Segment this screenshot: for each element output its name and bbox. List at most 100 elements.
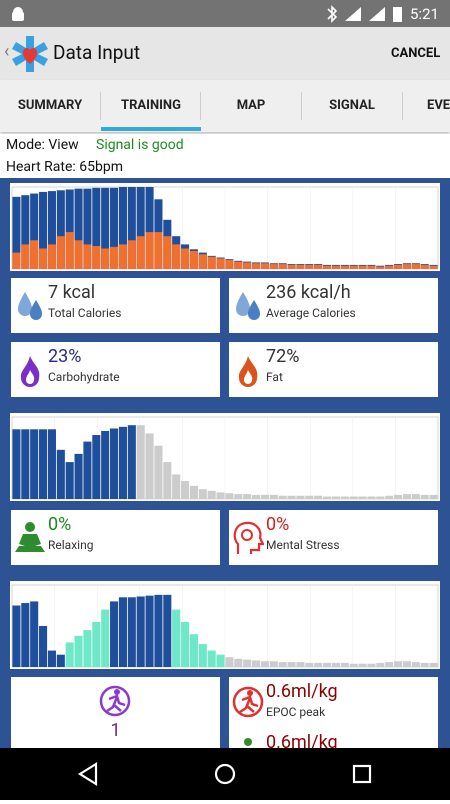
recents-button[interactable] <box>352 764 372 784</box>
bar <box>39 191 48 269</box>
bar <box>145 595 154 667</box>
bar <box>305 264 314 269</box>
bar <box>411 264 420 269</box>
bar <box>243 659 252 667</box>
back-arrow[interactable]: ‹ <box>4 41 10 62</box>
bar <box>83 188 92 269</box>
bar <box>287 264 296 269</box>
bar <box>56 449 65 499</box>
bar <box>429 662 438 667</box>
tab[interactable]: SUMMARY <box>17 98 83 113</box>
bar <box>56 236 65 269</box>
bar <box>367 663 376 667</box>
bar <box>331 265 340 269</box>
bar <box>30 193 39 269</box>
bar <box>21 195 30 269</box>
bar <box>39 248 48 269</box>
bar <box>394 494 403 499</box>
cancel-button[interactable]: CANCEL <box>391 46 441 61</box>
bar <box>65 232 74 269</box>
bar <box>358 265 367 269</box>
bar <box>92 187 101 269</box>
card-label: Mental Stress <box>266 538 340 552</box>
bar <box>429 494 438 499</box>
bar <box>74 188 83 269</box>
bar <box>12 196 21 269</box>
bar <box>145 232 154 269</box>
tab[interactable]: EVE <box>427 98 450 113</box>
bar <box>47 244 56 269</box>
bar <box>12 429 21 499</box>
bar <box>269 494 278 499</box>
tab[interactable]: TRAINING <box>121 98 181 113</box>
bar <box>269 264 278 269</box>
bar <box>278 662 287 667</box>
bar <box>83 244 92 269</box>
bar <box>243 494 252 499</box>
bar <box>127 187 136 269</box>
clock: 5:21 <box>410 5 439 23</box>
bar <box>181 480 190 499</box>
home-button[interactable] <box>214 763 236 785</box>
bar <box>367 265 376 269</box>
card: 236 kcal/h Average Calories <box>229 278 438 333</box>
card-value: 0.6ml/kg <box>266 732 338 748</box>
bar <box>349 496 358 499</box>
bar <box>260 661 269 667</box>
app-bar: ‹ Data Input CANCEL <box>0 27 450 80</box>
bar <box>305 495 314 499</box>
bar <box>331 496 340 499</box>
bar <box>118 426 127 499</box>
bar <box>216 654 225 667</box>
bar <box>154 445 163 499</box>
back-button[interactable] <box>77 762 98 786</box>
bar <box>207 256 216 269</box>
status-icons <box>327 5 402 23</box>
mode-text: Mode: View <box>6 137 79 153</box>
bar <box>136 236 145 269</box>
tab[interactable]: SIGNAL <box>329 98 375 113</box>
bar <box>83 441 92 499</box>
bar <box>234 494 243 499</box>
bar <box>83 630 92 667</box>
card-value: 7 kcal <box>48 282 96 303</box>
bar <box>12 252 21 269</box>
bar <box>385 495 394 499</box>
bar <box>278 495 287 499</box>
bar <box>296 264 305 269</box>
bar <box>340 662 349 667</box>
nav-buttons <box>77 762 372 786</box>
bar <box>358 663 367 667</box>
bar <box>92 246 101 269</box>
bar <box>376 266 385 269</box>
bar <box>198 644 207 667</box>
card-label: EPOC peak <box>266 705 326 719</box>
bar <box>252 660 261 667</box>
bar <box>154 594 163 667</box>
card-value: 0% <box>266 514 290 535</box>
bar <box>278 264 287 269</box>
bar <box>234 261 243 269</box>
bar <box>110 187 119 269</box>
bar <box>127 240 136 269</box>
bar <box>163 462 172 499</box>
bar <box>207 490 216 499</box>
bar <box>207 650 216 667</box>
bar <box>101 187 110 269</box>
bar <box>110 246 119 269</box>
bar <box>420 494 429 499</box>
tab[interactable]: MAP <box>236 98 266 113</box>
card: 0.6ml/kg EPOC peak 0.6ml/kg <box>229 677 438 748</box>
bar <box>216 258 225 269</box>
bar <box>47 429 56 499</box>
bar <box>314 662 323 667</box>
bar <box>110 601 119 667</box>
chart <box>10 183 440 271</box>
bar <box>314 495 323 499</box>
bar <box>376 662 385 667</box>
bar <box>296 662 305 667</box>
bar <box>136 425 145 499</box>
bar <box>30 601 39 667</box>
bar <box>402 264 411 269</box>
bar <box>358 496 367 499</box>
